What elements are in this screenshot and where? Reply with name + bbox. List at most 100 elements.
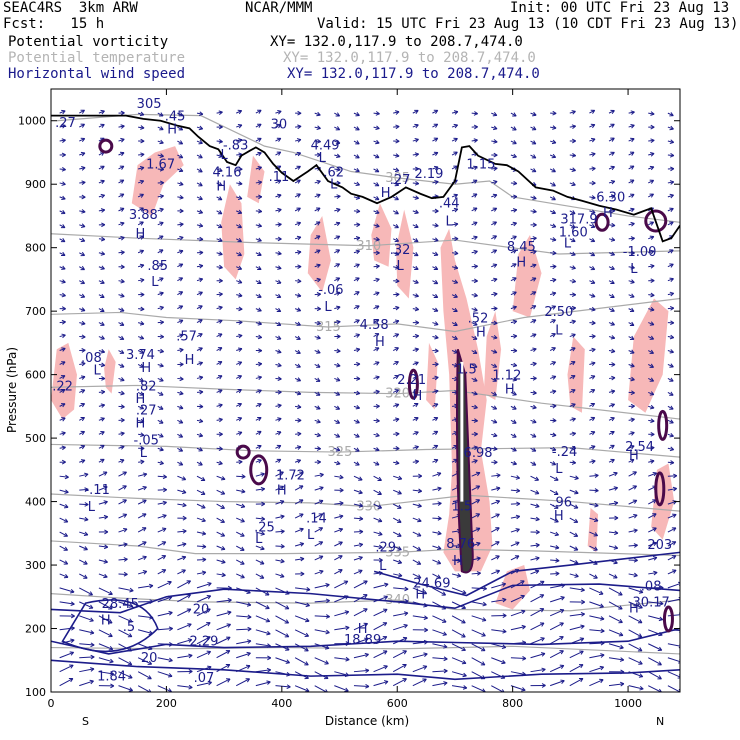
wind-arrow [628,485,637,491]
wind-arrow-head [178,447,184,452]
high-marker: H [629,449,639,464]
wind-arrow-head [395,460,400,466]
field-name-theta: Potential temperature [8,50,186,66]
low-marker: L [140,446,148,461]
wind-arrow-head [100,236,106,242]
wind-arrow [118,587,134,592]
pv-shading [371,203,392,267]
wind-arrow [412,665,427,673]
wind-arrow-head [90,667,95,672]
wind-arrow-head [140,445,145,451]
wind-arrow-head [200,490,206,495]
wind-arrow-head [207,680,212,686]
wind-arrow-head [280,573,285,578]
wind-arrow-head [142,570,148,575]
wind-arrow-head [571,375,576,380]
wind-arrow [236,678,250,687]
wind-arrow-head [613,500,619,506]
wind-arrow [373,680,389,687]
wind-arrow-head [395,138,400,144]
wind-arrow-head [218,124,223,130]
wind-arrow [373,489,382,495]
wind-arrow [491,555,500,561]
wind-arrow-head [495,569,501,574]
wind-arrow-head [512,362,518,368]
wind-arrow-head [610,389,616,394]
extremum-value: 1.15 [466,157,495,172]
x-tick-label: 600 [387,697,408,710]
wind-arrow [137,499,147,505]
wind-arrow-head [560,596,565,601]
wind-arrow-head [610,265,615,271]
wind-arrow [392,517,402,523]
wind-arrow-head [473,179,478,184]
wind-arrow-head [162,514,167,519]
wind-arrow-head [159,180,165,186]
wind-arrow-head [416,546,422,551]
wind-arrow-head [335,221,341,227]
wind-arrow [392,650,407,659]
wind-arrow [549,489,559,495]
low-marker: L [151,275,159,290]
wind-arrow-head [375,361,380,366]
wind-arrow-head [103,544,109,550]
wind-arrow-head [280,558,285,564]
wind-arrow-head [284,619,290,624]
wind-arrow-head [355,305,360,310]
wind-arrow-head [383,665,388,670]
wind-arrow-head [181,489,187,495]
wind-arrow [196,608,211,617]
wind-arrow-head [355,433,360,438]
wind-arrow [334,685,349,692]
wind-arrow-head [120,250,125,255]
y-tick-label: 300 [25,559,46,572]
wind-arrow-head [119,151,125,157]
wind-arrow-head [178,167,184,173]
wind-arrow-head [363,608,368,613]
wind-arrow [510,685,526,691]
wind-arrow-head [495,541,500,546]
wind-arrow-head [335,126,341,131]
wind-arrow-head [61,319,66,325]
wind-arrow-head [649,321,655,326]
wind-arrow-head [375,111,380,116]
wind-arrow [334,502,344,505]
wind-arrow-head [669,263,674,268]
wind-arrow-head [101,222,106,228]
wind-arrow [236,475,246,478]
wind-arrow-head [257,223,263,228]
field-xy-theta: XY= 132.0,117.9 to 208.7,474.0 [283,50,536,66]
wind-arrow-head [358,569,363,574]
wind-arrow-head [335,391,341,396]
wind-arrow-head [299,513,304,518]
wind-arrow-head [520,594,525,600]
wind-arrow-head [182,528,187,534]
wind-arrow [432,670,448,673]
wind-arrow [491,541,500,547]
wind-arrow-head [140,152,145,158]
wind-arrow-head [142,485,147,491]
wind-arrow-head [649,377,655,382]
wind-arrow-head [277,265,282,270]
wind-arrow-head [650,307,655,312]
wind-arrow-head [267,655,272,661]
wind-arrow-head [296,321,301,326]
wind-arrow-head [336,194,341,199]
wind-arrow-head [414,152,420,157]
wind-arrow-head [120,293,125,298]
x-tick-label: 400 [271,697,292,710]
wind-arrow [157,569,166,575]
wind-arrow-head [599,665,605,671]
wind-arrow-head [433,458,439,464]
wind-arrow-head [571,361,576,366]
wind-arrow [648,472,657,477]
wind-arrow-head [531,140,537,145]
wind-arrow [196,651,211,659]
wind-arrow [216,664,231,673]
wind-arrow [196,545,207,548]
wind-arrow-head [218,417,223,423]
wind-arrow [216,517,225,523]
wind-arrow-head [100,335,105,340]
wind-arrow-head [139,377,144,382]
